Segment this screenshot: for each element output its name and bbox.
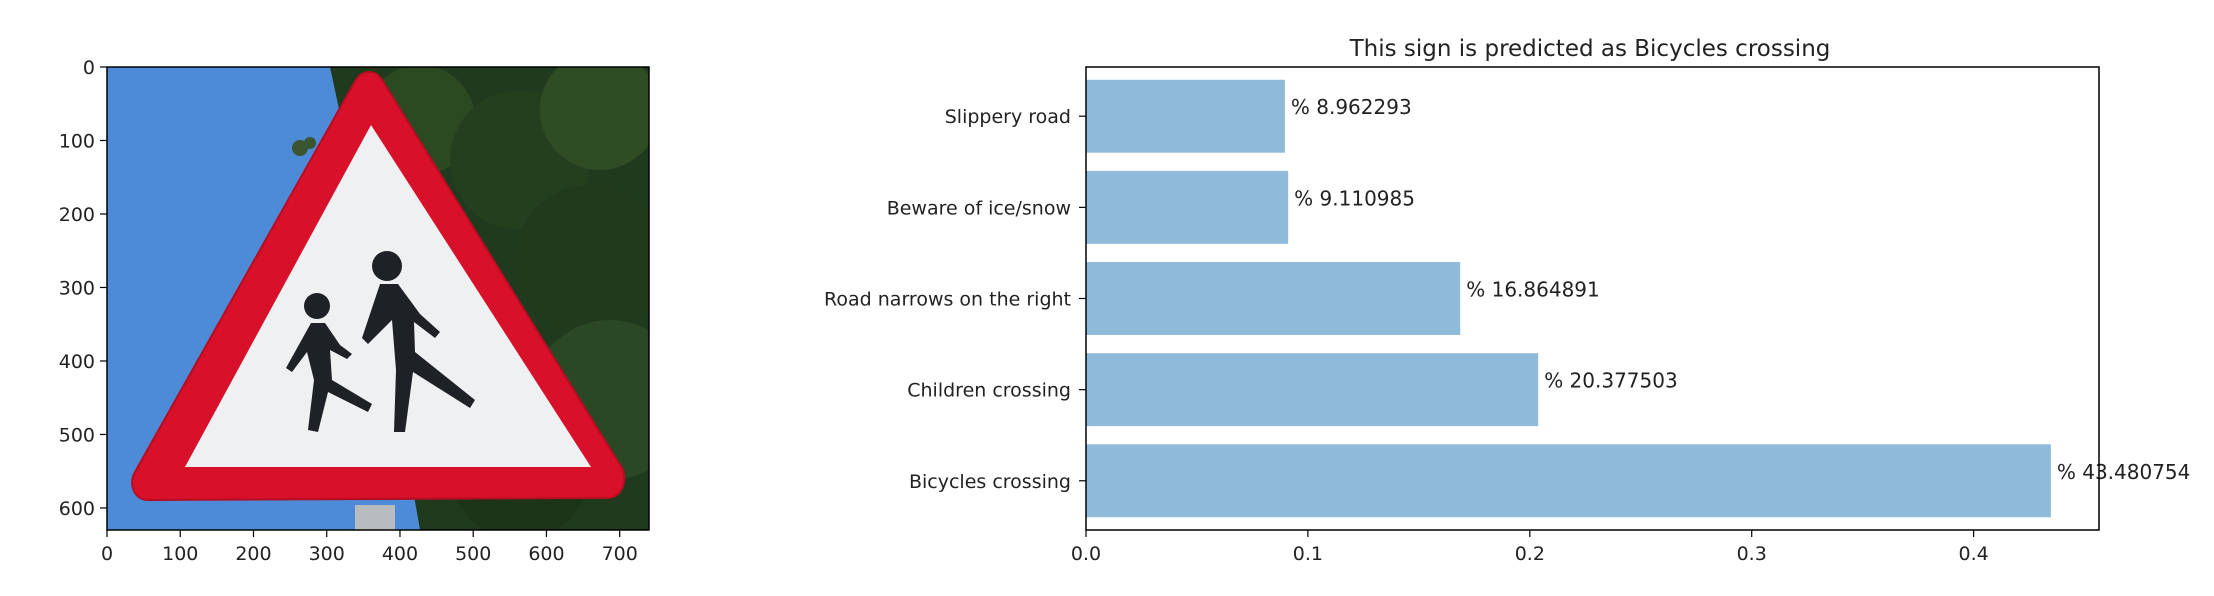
bar (1086, 444, 2051, 518)
image-x-axis: 0 100 200 300 400 500 600 700 (101, 530, 638, 565)
image-x-tick-label: 0 (101, 543, 113, 565)
image-axes-frame (106, 66, 650, 531)
sign-pole (355, 505, 395, 530)
image-y-tick-label: 200 (59, 204, 95, 226)
bar-chart-panel: This sign is predicted as Bicycles cross… (824, 36, 2190, 565)
bar-y-axis: Bicycles crossing Children crossing Road n… (824, 106, 1086, 493)
bar-value-label: % 9.110985 (1294, 186, 1415, 210)
image-y-axis: 0 100 200 300 400 500 600 (59, 57, 107, 520)
sign-photo (107, 67, 649, 530)
bar-x-tick-label: 0.4 (1959, 543, 1989, 565)
children-crossing-sign-icon (131, 70, 626, 502)
image-x-tick-label: 400 (382, 543, 418, 565)
image-y-tick-label: 600 (59, 498, 95, 520)
bar (1086, 262, 1461, 335)
bars: % 43.480754 % 20.377503 % 16.864891 % 9.110… (1086, 79, 2191, 518)
image-x-tick-label: 100 (162, 543, 198, 565)
bar-x-axis: 0.0 0.1 0.2 0.3 0.4 (1071, 530, 1989, 565)
image-y-tick-label: 0 (83, 57, 95, 79)
bar-value-label: % 43.480754 (2057, 460, 2191, 484)
category-label: Children crossing (907, 380, 1071, 402)
category-label: Slippery road (945, 106, 1071, 128)
bar (1086, 79, 1285, 153)
image-x-tick-label: 700 (602, 543, 638, 565)
bar-x-tick-label: 0.0 (1071, 543, 1101, 565)
image-y-tick-label: 500 (59, 424, 95, 446)
image-x-tick-label: 300 (309, 543, 345, 565)
chart-title: This sign is predicted as Bicycles cross… (1349, 36, 1831, 62)
bar-x-tick-label: 0.2 (1515, 543, 1545, 565)
bar-value-label: % 8.962293 (1291, 95, 1412, 119)
bar-x-tick-label: 0.3 (1737, 543, 1767, 565)
image-y-tick-label: 100 (59, 130, 95, 152)
bar-value-label: % 16.864891 (1466, 278, 1600, 302)
image-panel: 0 100 200 300 400 500 600 700 0 100 200 300 400 500 6… (59, 57, 650, 565)
image-y-tick-label: 300 (59, 277, 95, 299)
category-label: Beware of ice/snow (887, 197, 1071, 219)
image-x-tick-label: 200 (235, 543, 271, 565)
bar (1086, 170, 1289, 244)
category-label: Road narrows on the right (824, 289, 1071, 311)
bar-x-tick-label: 0.1 (1293, 543, 1323, 565)
category-label: Bicycles crossing (909, 471, 1071, 493)
bar (1086, 353, 1539, 427)
image-x-tick-label: 500 (455, 543, 491, 565)
bar-value-label: % 20.377503 (1544, 369, 1678, 393)
image-x-tick-label: 600 (528, 543, 564, 565)
image-y-tick-label: 400 (59, 351, 95, 373)
